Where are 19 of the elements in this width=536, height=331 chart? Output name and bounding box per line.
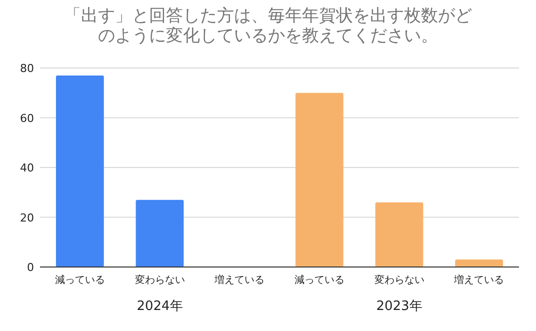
y-tick-label: 80 [20,62,34,75]
bar [455,260,504,267]
text: 2023年 [376,299,422,314]
x-tick-label: 変わらない [134,274,185,286]
x-tick-label: 減っている [54,274,105,286]
text: 2024年 [136,299,183,314]
x-tick-label: 増えている [453,274,504,286]
bar [375,202,424,267]
y-tick-label: 20 [20,211,34,224]
x-tick-label: 減っている [294,274,344,286]
bar [136,200,184,267]
bar [295,92,344,267]
y-tick-label: 0 [27,261,34,274]
x-tick-label: 増えている [214,274,265,286]
bar [56,75,104,267]
chart-title: 「出す」と回答した方は、毎年年賀状を出す枚数がどのように変化しているかを教えてください。 [63,6,473,46]
y-tick-label: 60 [20,112,34,125]
y-tick-label: 40 [20,162,34,174]
x-tick-label: 変わらない [374,274,424,286]
